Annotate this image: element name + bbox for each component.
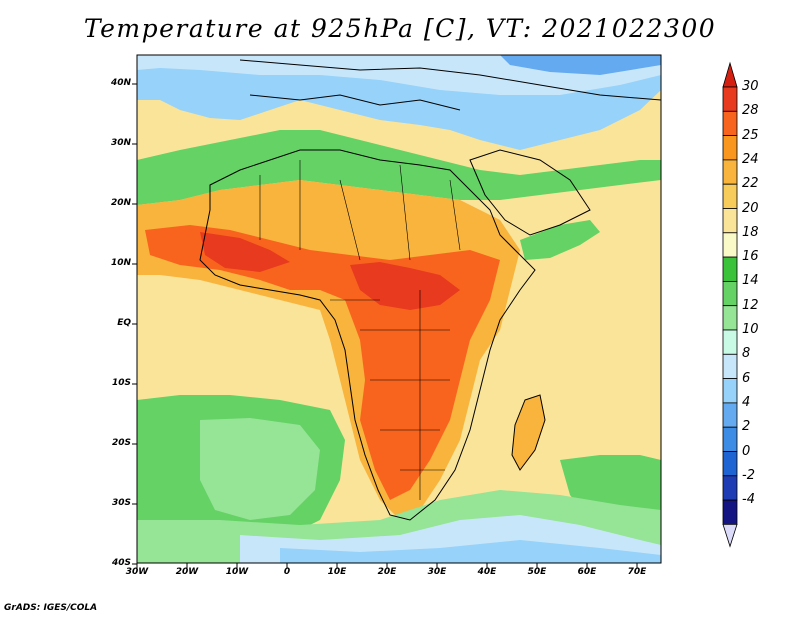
country-borders bbox=[259, 160, 461, 500]
colorbar-swatch bbox=[722, 378, 738, 404]
lon-label: 10W bbox=[225, 567, 249, 577]
colorbar-label: 20 bbox=[742, 200, 759, 216]
colorbar-label: -2 bbox=[742, 467, 755, 483]
lat-label: 10N bbox=[110, 258, 131, 268]
lon-label: 0 bbox=[283, 567, 291, 577]
cold-region-south bbox=[280, 540, 661, 563]
axis-ticks bbox=[132, 83, 638, 568]
colorbar-label: 30 bbox=[742, 79, 759, 94]
colorbar-label: 0 bbox=[742, 443, 751, 459]
lat-label: EQ bbox=[117, 318, 131, 328]
colorbar-label: 24 bbox=[742, 151, 759, 167]
lat-label: 30N bbox=[110, 138, 131, 148]
lat-label: 40S bbox=[111, 558, 131, 568]
colorbar-swatch bbox=[722, 475, 738, 501]
colorbar bbox=[722, 61, 738, 548]
colorbar-swatch bbox=[722, 426, 738, 452]
lon-label: 10E bbox=[327, 567, 347, 577]
colorbar-label: 2 bbox=[742, 419, 751, 435]
colorbar-swatch bbox=[722, 402, 738, 428]
lat-label: 10S bbox=[111, 378, 131, 388]
chart-title: Temperature at 925hPa [C], VT: 202102230… bbox=[83, 14, 717, 43]
colorbar-label: 16 bbox=[742, 249, 759, 265]
colorbar-swatch bbox=[722, 86, 738, 112]
lat-label: 30S bbox=[111, 498, 131, 508]
europe-outline bbox=[239, 59, 661, 111]
green-region-east bbox=[520, 220, 600, 260]
colorbar-swatch bbox=[722, 135, 738, 161]
colorbar-swatch bbox=[722, 353, 738, 379]
colorbar-label: 14 bbox=[742, 273, 759, 289]
lat-label: 20N bbox=[110, 198, 131, 208]
lon-label: 40E bbox=[477, 567, 497, 577]
colorbar-swatch bbox=[722, 329, 738, 355]
map-field bbox=[137, 55, 661, 563]
colorbar-swatch bbox=[722, 499, 738, 525]
arabia-outline bbox=[469, 149, 591, 236]
lon-label: 20E bbox=[377, 567, 397, 577]
colorbar-swatch bbox=[722, 451, 738, 477]
colorbar-swatch bbox=[722, 110, 738, 137]
cold-region-north bbox=[500, 55, 661, 75]
colorbar-under-arrow bbox=[722, 524, 738, 548]
grads-credit: GrADS: IGES/COLA bbox=[4, 603, 98, 613]
colorbar-swatch bbox=[722, 280, 738, 307]
lon-label: 60E bbox=[577, 567, 597, 577]
colorbar-label: 10 bbox=[742, 322, 759, 337]
lon-label: 20W bbox=[175, 567, 199, 577]
colorbar-label: -4 bbox=[742, 492, 755, 508]
colorbar-swatch bbox=[722, 208, 738, 234]
madagascar-outline bbox=[511, 394, 546, 471]
map-frame bbox=[136, 54, 662, 564]
hottest-region bbox=[200, 232, 460, 310]
colorbar-label: 25 bbox=[742, 127, 759, 143]
lon-label: 30W bbox=[125, 567, 149, 577]
colorbar-label: 18 bbox=[742, 224, 759, 240]
light-green-region-southwest bbox=[200, 418, 320, 520]
colorbar-over-arrow bbox=[722, 61, 738, 88]
colorbar-swatch bbox=[722, 232, 738, 258]
colorbar-label: 28 bbox=[742, 103, 759, 119]
lon-label: 70E bbox=[627, 567, 647, 577]
lon-label: 50E bbox=[527, 567, 547, 577]
colorbar-swatch bbox=[722, 256, 738, 282]
green-band-north bbox=[137, 130, 661, 205]
colorbar-label: 8 bbox=[742, 346, 751, 362]
colorbar-label: 6 bbox=[742, 370, 751, 386]
africa-coastline bbox=[199, 149, 536, 521]
lon-label: 30E bbox=[427, 567, 447, 577]
lat-label: 20S bbox=[111, 438, 131, 448]
colorbar-swatch bbox=[722, 159, 738, 185]
lat-label: 40N bbox=[110, 78, 131, 88]
colorbar-label: 22 bbox=[742, 176, 759, 192]
colorbar-swatch bbox=[722, 183, 738, 209]
colorbar-swatch bbox=[722, 305, 738, 331]
colorbar-label: 12 bbox=[742, 297, 759, 313]
colorbar-label: 4 bbox=[742, 394, 751, 410]
